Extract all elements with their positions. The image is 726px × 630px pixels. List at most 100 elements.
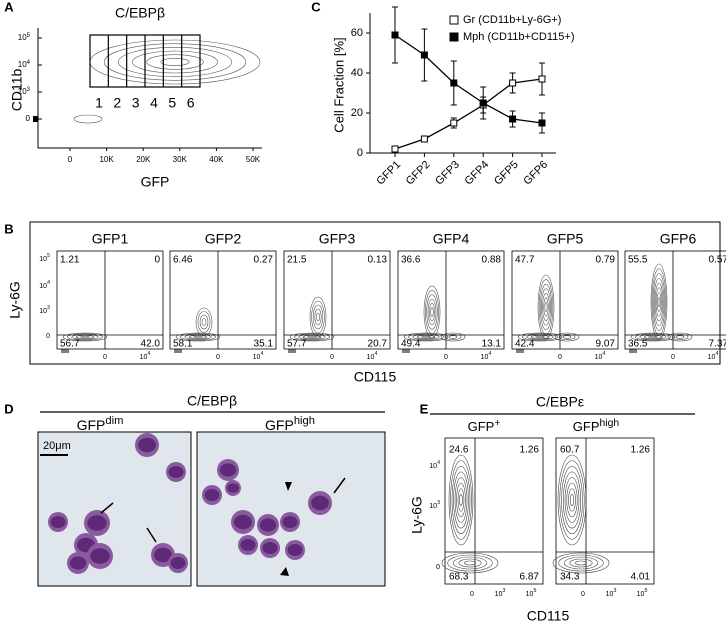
tick-base: 10 [18, 33, 27, 42]
tick-label: 104 [367, 351, 378, 360]
contour [452, 556, 488, 570]
contour [408, 333, 444, 341]
marker [509, 79, 517, 87]
label-sup: high [600, 418, 620, 429]
plot-title: GFP6 [660, 231, 697, 247]
tick-exp: 4 [602, 351, 605, 357]
tick-label: 50K [246, 155, 261, 164]
tick-exp: 4 [715, 351, 718, 357]
tick-label: 104 [39, 280, 50, 289]
tick-base: 10 [606, 591, 614, 598]
gate-label: 3 [132, 95, 140, 111]
y-tick-label: 0 [357, 147, 363, 159]
plot-frame [511, 250, 619, 350]
tick-label: 104 [481, 351, 492, 360]
panel-title: C/EBPβ [115, 5, 165, 21]
tick-base: 10 [18, 60, 27, 69]
tick-exp: 3 [27, 87, 31, 93]
contour [426, 294, 438, 330]
nucleus [219, 463, 237, 477]
contour [562, 471, 582, 529]
contour [459, 494, 463, 506]
x-tick-label: GFP1 [374, 159, 403, 188]
contour [62, 332, 108, 342]
tick-base: 10 [39, 283, 47, 290]
quadrant-value: 42.4 [515, 339, 535, 350]
tick-exp: 3 [613, 588, 616, 594]
contour [552, 552, 610, 574]
panel-letter: A [4, 0, 14, 14]
quadrant-value: 20.7 [368, 339, 388, 350]
x-tick-label: GFP5 [492, 159, 521, 188]
tick-label: 104 [18, 60, 31, 70]
contour [180, 333, 216, 341]
tick-exp: 5 [644, 588, 647, 594]
quadrant-value: 0.57 [709, 255, 726, 266]
contour [559, 460, 585, 540]
axis-marker [33, 116, 38, 122]
tick-label: 0 [436, 564, 440, 571]
nucleus [287, 544, 303, 556]
quadrant-value: 36.6 [401, 255, 421, 266]
contour [569, 494, 575, 506]
tick-label: 0 [558, 354, 562, 361]
quadrant-value: 36.5 [628, 339, 648, 350]
contour [195, 307, 213, 337]
contour [541, 288, 551, 326]
nucleus [240, 539, 256, 551]
micrograph [196, 431, 386, 587]
tick-base: 10 [595, 354, 603, 361]
tick-label: 103 [495, 588, 506, 597]
contour [448, 335, 458, 339]
contour [522, 333, 558, 341]
tick-base: 10 [429, 463, 437, 470]
tick-label: 0 [470, 591, 474, 598]
contour [312, 304, 324, 330]
quadrant-value: 0.27 [254, 255, 274, 266]
tick-exp: 4 [27, 60, 31, 66]
marker [538, 119, 546, 127]
contour [558, 334, 576, 340]
gate-label: 5 [168, 95, 176, 111]
contour [316, 312, 320, 322]
contour [294, 333, 330, 341]
nucleus [259, 518, 277, 532]
plot-frame [444, 437, 544, 585]
tick-exp: 3 [502, 588, 505, 594]
quadrant-value: 1.21 [60, 255, 80, 266]
contour [302, 335, 322, 339]
quadrant-value: 58.1 [173, 339, 193, 350]
quadrant-value: 0 [154, 255, 160, 266]
arrow [146, 527, 157, 543]
tick-label: 105 [39, 253, 50, 262]
contour [655, 287, 663, 317]
marker [450, 79, 458, 87]
tick-label: 0 [26, 114, 31, 123]
contour [653, 277, 665, 327]
panel-title: C/EBPβ [187, 393, 237, 409]
contour [526, 334, 554, 340]
contour [568, 488, 576, 512]
contour [657, 296, 661, 308]
tick-label: 0 [216, 354, 220, 361]
plot-frame [169, 250, 277, 350]
quadrant-value: 21.5 [287, 255, 307, 266]
marker [509, 115, 517, 123]
label-sup: high [294, 415, 315, 427]
tick-exp: 4 [374, 351, 377, 357]
plot-title: GFP1 [92, 231, 129, 247]
tick-label: 0 [46, 333, 50, 340]
tick-label: 103 [429, 500, 440, 509]
contour [403, 332, 449, 342]
contour [569, 558, 593, 568]
legend-marker [449, 15, 459, 25]
tick-base: 10 [39, 256, 47, 263]
series-line [394, 34, 543, 124]
contour [160, 58, 190, 66]
quadrant-value: 35.1 [254, 339, 274, 350]
marker [420, 135, 428, 143]
marker [391, 145, 399, 153]
contour [197, 311, 211, 333]
nucleus [90, 548, 110, 564]
